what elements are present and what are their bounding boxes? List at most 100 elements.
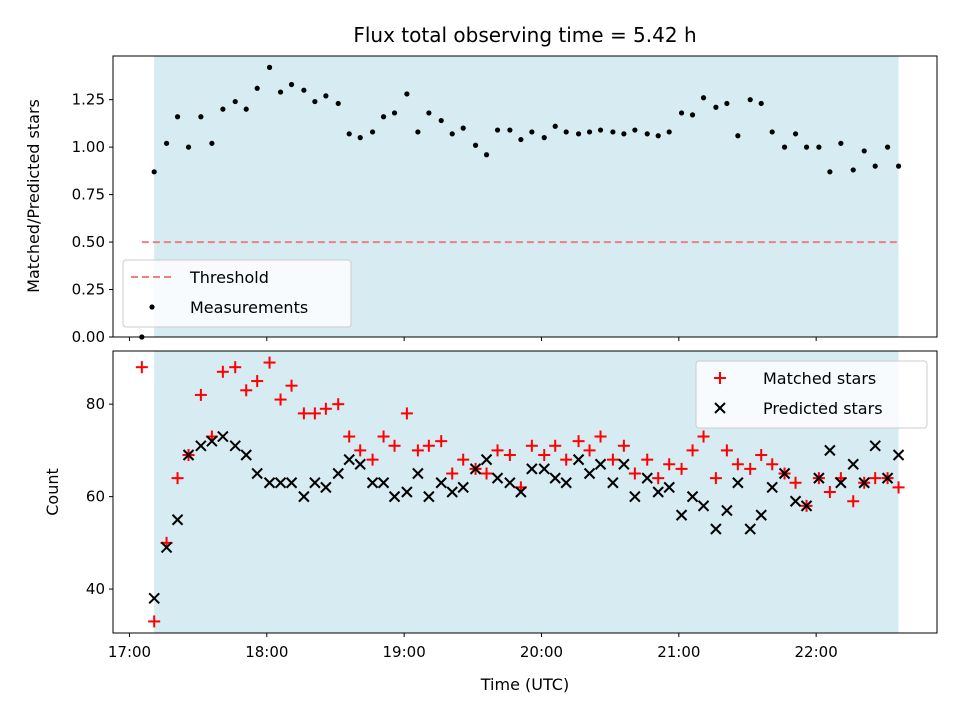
top-y-ticks: 0.00 0.25 0.50 0.75 1.00 1.25: [72, 91, 113, 346]
measurement-point: [529, 129, 535, 135]
matched-star-point: [366, 453, 379, 466]
measurement-point: [254, 85, 260, 91]
matched-star-point: [457, 453, 470, 466]
predicted-star-point: [491, 472, 504, 484]
matched-star-point: [229, 361, 242, 374]
matched-star-point: [480, 467, 493, 480]
matched-star-point: [422, 439, 435, 452]
predicted-star-point: [504, 477, 516, 489]
matched-star-point: [628, 467, 641, 480]
measurement-point: [301, 87, 307, 93]
matched-star-point: [606, 453, 619, 466]
matched-star-point: [435, 435, 448, 448]
matched-star-point: [308, 407, 321, 420]
bottom-panel: 40 60 80 17:00 18:00 19:00 20:00 21:00 22:00 Co…: [43, 350, 938, 694]
measurement-point: [758, 100, 764, 107]
matched-star-point: [847, 495, 860, 508]
measurement-point: [678, 110, 685, 116]
y-tick-label: 0.00: [72, 328, 105, 346]
measurement-point: [369, 129, 376, 135]
predicted-star-point: [423, 490, 435, 503]
y-tick-label: 0.25: [72, 281, 105, 299]
matched-star-point: [572, 435, 585, 448]
predicted-star-point: [641, 472, 653, 484]
matched-star-point: [263, 356, 276, 369]
measurement-point: [163, 140, 170, 146]
bottom-legend-box: [695, 360, 928, 429]
predicted-star-point: [412, 467, 424, 480]
predicted-star-point: [320, 481, 332, 494]
x-tick-label: 22:00: [795, 643, 838, 661]
bottom-x-ticks: 17:00 18:00 19:00 20:00 21:00 22:00: [108, 633, 838, 661]
predicted-star-point: [182, 449, 195, 461]
predicted-star-point: [160, 541, 173, 554]
predicted-star-point: [755, 509, 767, 521]
matched-star-point: [697, 430, 710, 443]
predicted-star-point: [824, 444, 836, 457]
measurement-point: [610, 129, 616, 135]
matched-star-point: [594, 430, 607, 443]
top-panel: 0.00 0.25 0.50 0.75 1.00 1.25 Flux total obse…: [24, 23, 938, 346]
matched-star-point: [377, 430, 390, 443]
matched-star-point: [319, 402, 332, 415]
predicted-star-point: [721, 504, 733, 517]
predicted-star-point: [251, 467, 263, 480]
matched-star-point: [411, 444, 424, 457]
matched-star-point: [354, 444, 367, 457]
predicted-star-point: [538, 463, 550, 475]
matched-star-point: [400, 407, 413, 420]
y-tick-label: 0.50: [72, 233, 105, 251]
matched-star-point: [194, 388, 207, 401]
predicted-star-point: [858, 477, 870, 489]
bottom-y-axis-label: Count: [43, 468, 62, 516]
measurement-point: [277, 89, 284, 95]
matched-star-point: [892, 481, 905, 494]
matched-star-point: [675, 462, 688, 475]
matched-star-point: [538, 449, 551, 462]
top-y-axis-label: Matched/Predicted stars: [24, 99, 43, 293]
measurement-point: [621, 131, 627, 137]
predicted-star-point: [744, 523, 756, 535]
measurement-point: [380, 114, 387, 120]
measurement-point: [850, 167, 856, 173]
matched-star-point: [446, 467, 459, 480]
measurement-point: [884, 144, 891, 150]
measurement-point: [769, 129, 775, 135]
measurement-point: [895, 163, 902, 169]
predicted-star-point: [229, 440, 241, 452]
measurement-point: [586, 129, 593, 135]
matched-star-point: [709, 472, 722, 485]
predicted-star-point: [652, 486, 664, 498]
predicted-star-point: [274, 477, 287, 489]
chart-title: Flux total observing time = 5.42 h: [353, 23, 696, 47]
predicted-star-point: [263, 477, 276, 489]
predicted-star-point: [800, 500, 813, 512]
matched-star-point: [171, 472, 184, 485]
y-tick-label: 60: [86, 488, 105, 506]
x-tick-label: 18:00: [245, 643, 288, 661]
measurement-point: [209, 140, 215, 146]
matched-star-point: [755, 449, 768, 462]
predicted-star-point: [697, 500, 710, 512]
measurement-point: [700, 95, 707, 101]
predicted-star-point: [298, 490, 310, 503]
x-axis-label: Time (UTC): [480, 675, 569, 694]
measurement-point: [151, 169, 157, 175]
x-tick-label: 21:00: [657, 643, 700, 661]
top-axes-frame: [112, 55, 938, 338]
matched-star-point: [869, 472, 882, 485]
matched-star-point: [240, 384, 253, 397]
measurement-point: [781, 144, 788, 150]
matched-star-point: [652, 472, 665, 485]
matched-star-point: [274, 393, 287, 406]
legend-predicted-label: Predicted stars: [763, 399, 883, 418]
predicted-star-point: [469, 463, 482, 475]
predicted-star-point: [686, 490, 699, 503]
matched-star-point: [549, 439, 562, 452]
matched-star-point: [216, 365, 229, 378]
matched-star-point: [297, 407, 310, 420]
measurement-point: [597, 127, 604, 133]
measurement-point: [198, 114, 204, 120]
predicted-star-point: [480, 453, 493, 466]
measurement-point: [792, 131, 799, 137]
